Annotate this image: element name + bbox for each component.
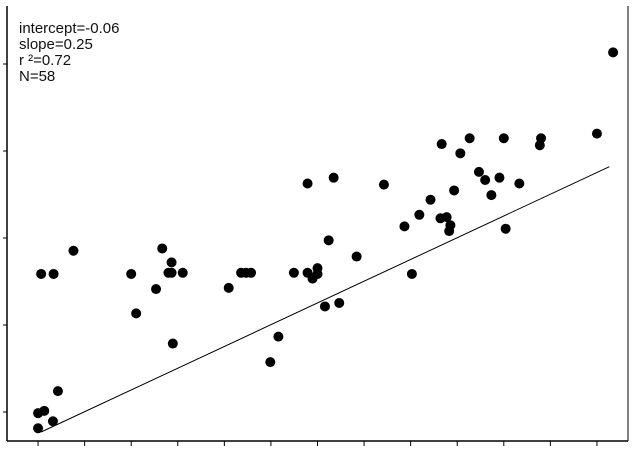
data-point <box>48 268 59 279</box>
slope-label: slope=0.25 <box>19 36 93 53</box>
data-point <box>444 226 455 237</box>
regression-line <box>40 166 610 433</box>
data-point <box>351 251 362 262</box>
data-point <box>36 268 47 279</box>
data-point <box>312 263 323 274</box>
data-point <box>455 148 466 159</box>
data-point <box>328 172 339 183</box>
data-point <box>223 282 234 293</box>
y-ticks <box>3 63 7 413</box>
data-point <box>500 223 511 234</box>
data-point <box>378 179 389 190</box>
data-point <box>441 212 452 223</box>
data-point <box>536 133 547 144</box>
data-point <box>302 178 313 189</box>
regression-stats: intercept=-0.06 slope=0.25 r ²=0.72 N=58 <box>19 21 119 85</box>
data-point <box>33 408 44 419</box>
data-point <box>514 178 525 189</box>
data-point <box>436 139 447 150</box>
data-point <box>464 133 475 144</box>
r-squared-label: r ²=0.72 <box>19 52 72 69</box>
data-point <box>52 386 63 397</box>
x-ticks <box>37 441 598 446</box>
data-point <box>399 221 410 232</box>
intercept-label: intercept=-0.06 <box>19 20 120 37</box>
data-point <box>425 194 436 205</box>
data-point <box>498 133 509 144</box>
data-point <box>608 47 619 58</box>
data-point <box>246 267 257 278</box>
data-point <box>151 284 162 295</box>
data-point <box>166 267 177 278</box>
data-point <box>406 268 417 279</box>
data-point <box>449 185 460 196</box>
data-point <box>265 357 276 368</box>
data-point <box>157 243 168 254</box>
data-point <box>473 166 484 177</box>
data-point <box>126 268 137 279</box>
data-point <box>33 423 44 434</box>
sample-size-label: N=58 <box>19 68 56 85</box>
data-point <box>177 267 188 278</box>
data-point <box>323 235 334 246</box>
data-point <box>334 297 345 308</box>
data-point <box>480 175 491 185</box>
data-point <box>47 416 58 427</box>
data-point <box>68 245 79 256</box>
data-point <box>486 190 497 201</box>
data-point <box>319 301 330 312</box>
data-point <box>591 128 602 139</box>
data-point <box>273 331 284 342</box>
data-point <box>414 209 425 220</box>
data-point <box>131 308 142 319</box>
data-point <box>166 257 177 268</box>
data-points <box>33 47 619 434</box>
data-point <box>167 338 178 349</box>
data-point <box>494 172 505 183</box>
data-point <box>288 267 299 278</box>
